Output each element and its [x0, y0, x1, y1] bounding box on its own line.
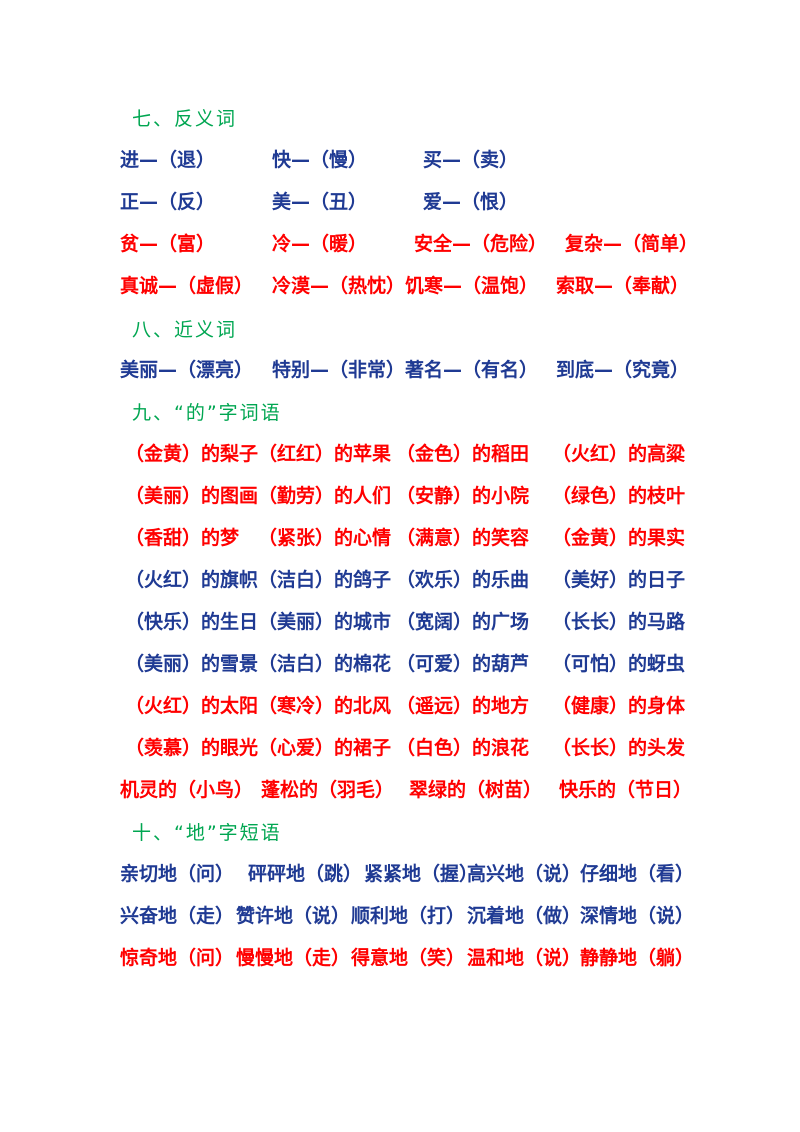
word-pair: 买—（卖） [423, 149, 519, 171]
phrase: （欢乐）的乐曲 [396, 569, 530, 591]
phrase: 兴奋地（走） [120, 905, 235, 927]
word-pair: 进—（退） [120, 149, 216, 171]
section-heading-di-phrases: 十、“地”字短语 [132, 822, 282, 844]
word-pair: 贫—（富） [120, 233, 216, 255]
phrase: （紧张）的心情 [258, 527, 392, 549]
de-phrase-row-2: （美丽）的图画 （勤劳）的人们 （安静）的小院 （绿色）的枝叶 [0, 482, 800, 510]
word-pair: 索取—（奉献） [556, 275, 690, 297]
phrase: 惊奇地（问） [120, 947, 235, 969]
phrase: （勤劳）的人们 [258, 485, 392, 507]
phrase: 赞许地（说） [236, 905, 351, 927]
word-pair: 真诚—（虚假） [120, 275, 254, 297]
phrase: 快乐的（节日） [559, 779, 693, 801]
phrase: 高兴地（说） [467, 863, 582, 885]
section-heading-de-phrases: 九、“的”字词语 [132, 402, 282, 424]
phrase: 深情地（说） [580, 905, 695, 927]
de-phrase-row-7: （火红）的太阳 （寒冷）的北风 （遥远）的地方 （健康）的身体 [0, 692, 800, 720]
de-phrase-row-8: （羡慕）的眼光 （心爱）的裙子 （白色）的浪花 （长长）的头发 [0, 734, 800, 762]
word-pair: 爱—（恨） [423, 191, 519, 213]
phrase: 机灵的（小鸟） [120, 779, 254, 801]
synonym-row-1: 美丽—（漂亮） 特别—（非常） 著名—（有名） 到底—（究竟） [0, 356, 800, 384]
antonym-row-4: 真诚—（虚假） 冷漠—（热忱） 饥寒—（温饱） 索取—（奉献） [0, 272, 800, 300]
di-phrase-row-1: 亲切地（问） 砰砰地（跳） 紧紧地（握） 高兴地（说） 仔细地（看） [0, 860, 800, 888]
phrase: （火红）的高粱 [552, 443, 686, 465]
phrase: 慢慢地（走） [236, 947, 351, 969]
phrase: （长长）的马路 [552, 611, 686, 633]
word-pair: 冷漠—（热忱） [272, 275, 406, 297]
de-phrase-row-5: （快乐）的生日 （美丽）的城市 （宽阔）的广场 （长长）的马路 [0, 608, 800, 636]
phrase: （绿色）的枝叶 [552, 485, 686, 507]
antonym-row-2: 正—（反） 美—（丑） 爱—（恨） [0, 188, 800, 216]
word-pair: 复杂—（简单） [565, 233, 699, 255]
phrase: （红红）的苹果 [258, 443, 392, 465]
phrase: 紧紧地（握） [364, 863, 479, 885]
phrase: 沉着地（做） [467, 905, 582, 927]
word-pair: 到底—（究竟） [556, 359, 690, 381]
phrase: （长长）的头发 [552, 737, 686, 759]
de-phrase-row-3: （香甜）的梦 （紧张）的心情 （满意）的笑容 （金黄）的果实 [0, 524, 800, 552]
di-phrase-row-2: 兴奋地（走） 赞许地（说） 顺利地（打） 沉着地（做） 深情地（说） [0, 902, 800, 930]
phrase: 砰砰地（跳） [248, 863, 363, 885]
de-phrase-row-6: （美丽）的雪景 （洁白）的棉花 （可爱）的葫芦 （可怕）的蚜虫 [0, 650, 800, 678]
word-pair: 快—（慢） [272, 149, 368, 171]
word-pair: 美丽—（漂亮） [120, 359, 254, 381]
phrase: （火红）的旗帜 [125, 569, 259, 591]
phrase: 蓬松的（羽毛） [261, 779, 395, 801]
word-pair: 正—（反） [120, 191, 216, 213]
de-phrase-row-9: 机灵的（小鸟） 蓬松的（羽毛） 翠绿的（树苗） 快乐的（节日） [0, 776, 800, 804]
word-pair: 安全—（危险） [414, 233, 548, 255]
word-pair: 冷—（暖） [272, 233, 368, 255]
phrase: 温和地（说） [467, 947, 582, 969]
phrase: 仔细地（看） [580, 863, 695, 885]
phrase: （满意）的笑容 [396, 527, 530, 549]
phrase: （心爱）的裙子 [258, 737, 392, 759]
word-pair: 著名—（有名） [405, 359, 539, 381]
phrase: （宽阔）的广场 [396, 611, 530, 633]
phrase: （健康）的身体 [552, 695, 686, 717]
phrase: （美好）的日子 [552, 569, 686, 591]
phrase: （金黄）的梨子 [125, 443, 259, 465]
word-pair: 美—（丑） [272, 191, 368, 213]
de-phrase-row-4: （火红）的旗帜 （洁白）的鸽子 （欢乐）的乐曲 （美好）的日子 [0, 566, 800, 594]
phrase: （遥远）的地方 [396, 695, 530, 717]
phrase: （美丽）的雪景 [125, 653, 259, 675]
antonym-row-3: 贫—（富） 冷—（暖） 安全—（危险） 复杂—（简单） [0, 230, 800, 258]
section-heading-antonyms: 七、反义词 [132, 108, 238, 130]
phrase: （可怕）的蚜虫 [552, 653, 686, 675]
word-pair: 饥寒—（温饱） [405, 275, 539, 297]
phrase: （寒冷）的北风 [258, 695, 392, 717]
phrase: 静静地（躺） [580, 947, 695, 969]
antonym-row-1: 进—（退） 快—（慢） 买—（卖） [0, 146, 800, 174]
phrase: 顺利地（打） [351, 905, 466, 927]
phrase: （洁白）的棉花 [258, 653, 392, 675]
phrase: 得意地（笑） [351, 947, 466, 969]
phrase: （金色）的稻田 [396, 443, 530, 465]
phrase: （快乐）的生日 [125, 611, 259, 633]
de-phrase-row-1: （金黄）的梨子 （红红）的苹果 （金色）的稻田 （火红）的高粱 [0, 440, 800, 468]
phrase: 亲切地（问） [120, 863, 235, 885]
phrase: （火红）的太阳 [125, 695, 259, 717]
phrase: （可爱）的葫芦 [396, 653, 530, 675]
phrase: （洁白）的鸽子 [258, 569, 392, 591]
phrase: （美丽）的城市 [258, 611, 392, 633]
word-pair: 特别—（非常） [272, 359, 406, 381]
section-heading-synonyms: 八、近义词 [132, 319, 238, 341]
phrase: （羡慕）的眼光 [125, 737, 259, 759]
phrase: （白色）的浪花 [396, 737, 530, 759]
phrase: （美丽）的图画 [125, 485, 259, 507]
di-phrase-row-3: 惊奇地（问） 慢慢地（走） 得意地（笑） 温和地（说） 静静地（躺） [0, 944, 800, 972]
phrase: （金黄）的果实 [552, 527, 686, 549]
phrase: 翠绿的（树苗） [409, 779, 543, 801]
phrase: （香甜）的梦 [125, 527, 240, 549]
phrase: （安静）的小院 [396, 485, 530, 507]
